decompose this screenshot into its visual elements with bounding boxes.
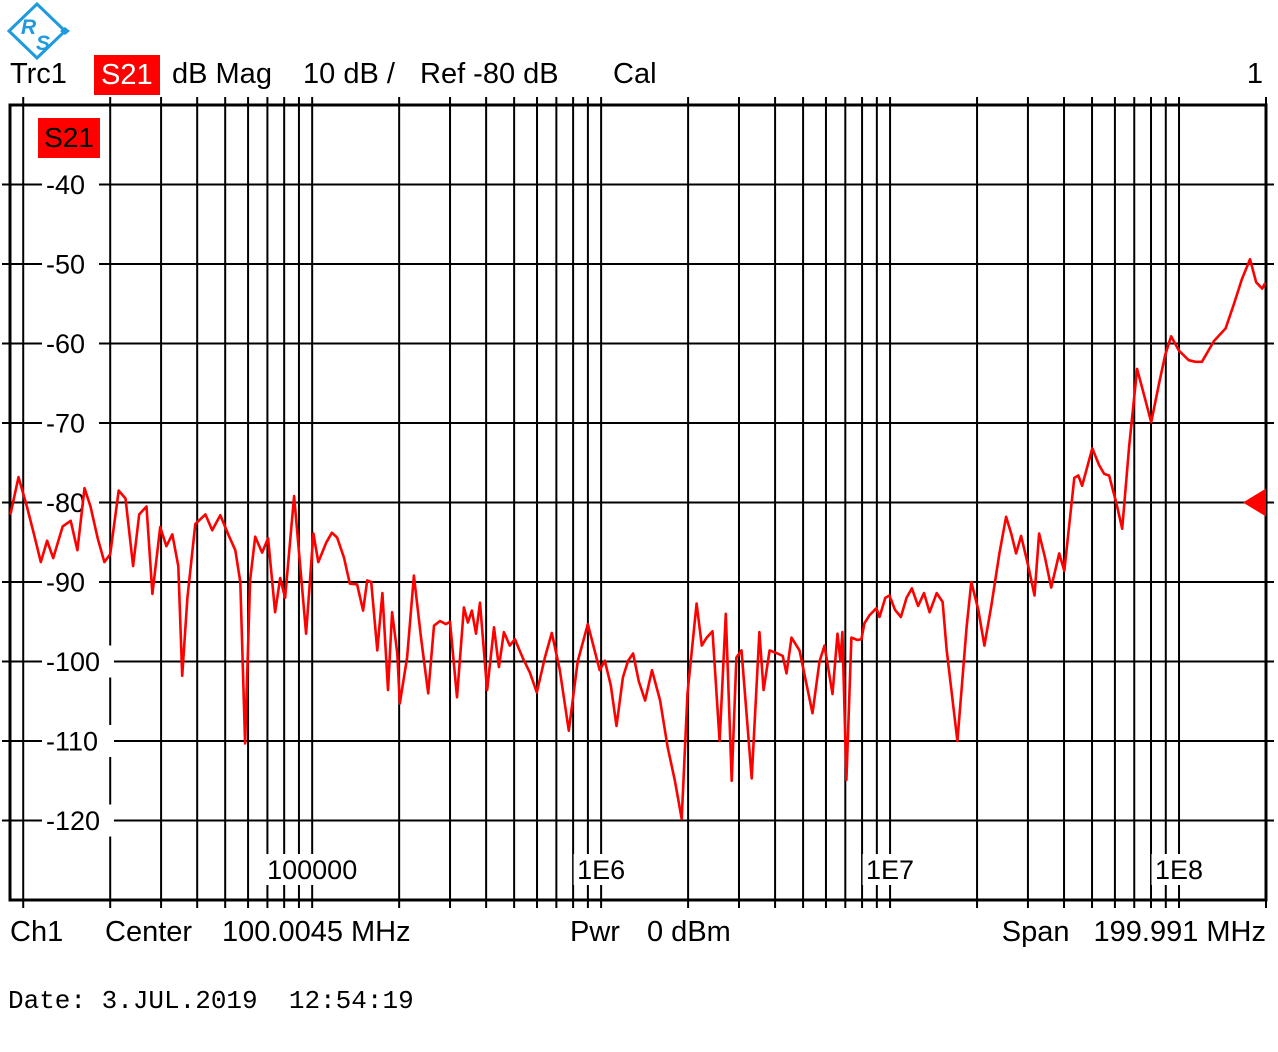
axis-label-patch bbox=[42, 645, 114, 678]
axis-label-patch bbox=[1151, 854, 1207, 885]
axis-label-patch bbox=[42, 566, 99, 598]
x-axis-tick-label: 1E7 bbox=[866, 855, 914, 885]
power-label: Pwr bbox=[570, 916, 620, 948]
date-time-stamp: Date: 3.JUL.2019 12:54:19 bbox=[8, 986, 414, 1016]
y-axis-tick-label: -100 bbox=[46, 647, 100, 677]
svg-text:S: S bbox=[36, 32, 50, 55]
channel-label[interactable]: Ch1 bbox=[10, 916, 64, 948]
axis-label-patch bbox=[862, 854, 918, 885]
rohde-schwarz-logo: R S bbox=[6, 1, 70, 61]
ref-level-marker[interactable] bbox=[1243, 488, 1266, 517]
scale-per-div-label[interactable]: 10 dB / bbox=[303, 58, 395, 90]
axis-label-patch bbox=[262, 854, 363, 885]
cal-status-label: Cal bbox=[613, 58, 657, 90]
y-axis-tick-label: -70 bbox=[46, 409, 85, 439]
power-value[interactable]: 0 dBm bbox=[647, 916, 731, 948]
y-axis-tick-label: -80 bbox=[46, 488, 85, 518]
span-value[interactable]: 199.991 MHz bbox=[1093, 916, 1267, 948]
svg-text:R: R bbox=[21, 16, 37, 39]
center-freq-value[interactable]: 100.0045 MHz bbox=[222, 916, 411, 948]
x-axis-tick-label: 1E6 bbox=[577, 855, 625, 885]
span-group: Span 199.991 MHz bbox=[1002, 913, 1266, 951]
trace-trc1 bbox=[9, 257, 1266, 821]
trace-label-badge: S21 bbox=[38, 118, 100, 158]
axis-label-patch bbox=[573, 854, 629, 885]
x-axis-tick-label: 100000 bbox=[267, 855, 357, 885]
ref-level-label[interactable]: Ref -80 dB bbox=[420, 58, 559, 90]
axis-label-patch bbox=[42, 804, 114, 837]
center-freq-label: Center bbox=[105, 916, 193, 948]
y-axis-tick-label: -60 bbox=[46, 329, 85, 359]
y-axis-tick-label: -110 bbox=[46, 727, 98, 757]
y-axis-tick-label: -40 bbox=[46, 170, 85, 200]
x-axis-tick-label: 1E8 bbox=[1155, 855, 1203, 885]
axis-label-patch bbox=[42, 407, 99, 439]
y-axis-tick-label: -50 bbox=[46, 250, 85, 280]
axis-label-patch bbox=[42, 725, 114, 757]
logo-corner-dot bbox=[60, 27, 70, 35]
y-axis-tick-label: -90 bbox=[46, 568, 85, 598]
span-label: Span bbox=[1001, 916, 1070, 948]
trace-format-label[interactable]: dB Mag bbox=[172, 58, 272, 90]
y-axis-tick-label: -120 bbox=[46, 806, 100, 836]
axis-label-patch bbox=[42, 327, 99, 360]
axis-label-patch bbox=[42, 168, 99, 201]
measurement-badge[interactable]: S21 bbox=[94, 55, 160, 95]
window-number-badge: 1 bbox=[1246, 58, 1263, 90]
axis-label-patch bbox=[42, 248, 99, 280]
trace-name-label[interactable]: Trc1 bbox=[10, 58, 67, 90]
